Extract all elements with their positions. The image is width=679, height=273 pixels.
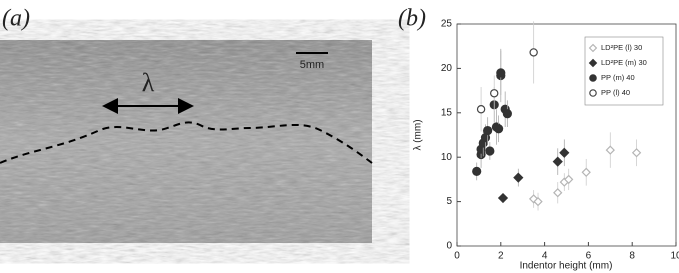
data-point: [485, 146, 495, 156]
legend-marker: [588, 43, 598, 53]
x-tick-label: 10: [670, 251, 679, 262]
legend-box: [584, 36, 664, 106]
y-tick-label: 20: [441, 63, 453, 74]
data-point: [559, 147, 570, 158]
y-axis-label: λ (mm): [413, 119, 424, 150]
legend-marker: [589, 74, 597, 82]
x-tick-label: 8: [629, 251, 635, 262]
data-point: [581, 167, 591, 177]
x-tick-label: 0: [454, 251, 460, 262]
data-point: [476, 105, 486, 114]
data-point: [513, 172, 524, 183]
data-point: [552, 156, 563, 167]
panel-label: (b): [398, 6, 426, 32]
y-tick-label: 5: [446, 196, 452, 207]
data-point: [533, 196, 543, 207]
data-point: [483, 125, 493, 136]
x-tick-label: 2: [498, 251, 504, 262]
legend-label: LD²PE (l) 30: [601, 43, 642, 52]
x-axis-label: Indentor height (mm): [520, 261, 613, 272]
legend-marker: [588, 58, 598, 68]
data-point: [490, 89, 499, 98]
data-point: [502, 109, 512, 119]
y-tick-label: 0: [446, 241, 452, 252]
data-point: [472, 166, 482, 177]
y-tick-label: 10: [441, 152, 453, 163]
scale-bar-label: 5mm: [300, 59, 324, 71]
x-tick-label: 6: [586, 251, 592, 262]
data-point: [494, 124, 504, 134]
plot-frame: [456, 23, 677, 247]
legend-label: PP (m) 40: [601, 73, 635, 82]
data-point: [496, 68, 506, 78]
panel-label: (a): [2, 6, 30, 32]
data-point: [529, 48, 538, 57]
legend-label: PP (l) 40: [601, 88, 630, 97]
data-point: [631, 148, 642, 158]
legend-label: LD²PE (m) 30: [601, 58, 647, 67]
y-tick-label: 25: [441, 19, 453, 30]
photo-panel: λ 5mm: [0, 40, 373, 243]
y-tick-label: 15: [441, 107, 453, 118]
data-point: [564, 174, 574, 185]
data-point: [497, 192, 509, 204]
x-tick-label: 4: [542, 251, 548, 262]
lambda-label: λ: [142, 68, 155, 97]
photo-texture: [0, 40, 372, 243]
ridge-line: [0, 121, 373, 164]
legend-marker: [589, 89, 597, 97]
data-point: [553, 188, 563, 198]
data-point: [605, 145, 615, 155]
